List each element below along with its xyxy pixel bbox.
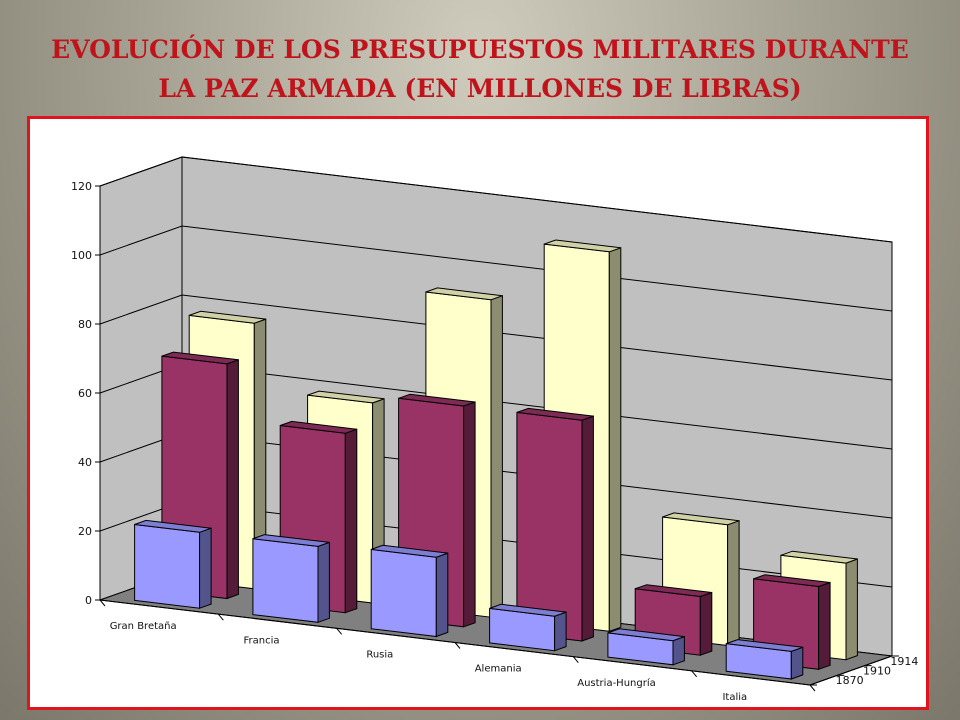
bar-1870-0 bbox=[134, 519, 212, 609]
bar-side bbox=[344, 428, 358, 614]
bar-chart-3d: 0 20 40 60 80 100 120 Gran Bretaña Francia Rusia… bbox=[71, 156, 919, 703]
bar-1870-5 bbox=[725, 639, 804, 680]
bar-side bbox=[672, 635, 685, 666]
bar-top bbox=[780, 550, 858, 564]
category-label: Alemania bbox=[475, 664, 522, 675]
series-label: 1914 bbox=[890, 655, 918, 668]
axes bbox=[95, 185, 899, 692]
x-tick bbox=[572, 656, 579, 663]
bar-side bbox=[608, 247, 622, 633]
bar-top bbox=[398, 393, 476, 407]
title-line-1: EVOLUCIÓN DE LOS PRESUPUESTOS MILITARES … bbox=[51, 35, 909, 64]
x-tick bbox=[454, 642, 461, 649]
bar-side bbox=[490, 294, 503, 618]
x-tick bbox=[336, 628, 343, 635]
bar-top bbox=[425, 287, 503, 301]
bars bbox=[134, 239, 858, 680]
gridline bbox=[99, 225, 893, 312]
y-tick-label: 120 bbox=[71, 180, 92, 193]
y-tick-label: 20 bbox=[78, 525, 92, 538]
category-label: Italia bbox=[722, 692, 747, 703]
bar-top bbox=[371, 544, 448, 558]
bar-top bbox=[607, 628, 685, 642]
bar-side bbox=[581, 415, 594, 642]
bar-top bbox=[635, 584, 712, 598]
bar-top bbox=[726, 639, 803, 652]
bar-front bbox=[370, 548, 437, 638]
bar-top bbox=[489, 603, 567, 617]
bar-1870-3 bbox=[489, 603, 567, 652]
gridline bbox=[99, 294, 893, 381]
y-tick-labels: 0 20 40 60 80 100 120 bbox=[71, 180, 92, 607]
category-label: Francia bbox=[243, 635, 279, 646]
bar-front bbox=[134, 523, 201, 609]
category-label: Gran Bretaña bbox=[110, 621, 177, 632]
gridline bbox=[99, 156, 893, 243]
bar-top bbox=[544, 239, 621, 253]
category-label: Rusia bbox=[366, 649, 393, 660]
bar-top bbox=[753, 574, 831, 588]
y-tick-label: 100 bbox=[71, 249, 92, 262]
x-tick bbox=[691, 670, 698, 678]
bar-side bbox=[435, 552, 449, 638]
y-tick-label: 60 bbox=[78, 387, 92, 400]
category-labels: Gran Bretaña Francia Rusia Alemania Austria-… bbox=[110, 621, 747, 703]
bar-side bbox=[727, 519, 740, 647]
x-tick bbox=[217, 613, 224, 621]
bar-side bbox=[699, 591, 713, 656]
bar-1870-4 bbox=[607, 628, 685, 666]
category-label: Austria-Hungría bbox=[577, 677, 656, 689]
bar-top bbox=[280, 420, 357, 434]
bar-side bbox=[199, 527, 212, 609]
slide-title: EVOLUCIÓN DE LOS PRESUPUESTOS MILITARES … bbox=[20, 30, 940, 108]
y-tick-label: 40 bbox=[78, 456, 92, 469]
bar-top bbox=[662, 512, 740, 526]
bar-top bbox=[134, 519, 212, 533]
series-label: 1910 bbox=[863, 665, 891, 678]
bar-side bbox=[317, 541, 330, 624]
bar-top bbox=[161, 351, 239, 365]
series-label: 1870 bbox=[836, 674, 864, 687]
bar-side bbox=[790, 646, 804, 680]
title-line-2: LA PAZ ARMADA (EN MILLONES DE LIBRAS) bbox=[158, 74, 802, 103]
y-tick-label: 0 bbox=[85, 594, 92, 607]
gridlines bbox=[99, 156, 893, 588]
bar-top bbox=[516, 407, 594, 421]
bar-side bbox=[463, 401, 476, 628]
bar-top bbox=[252, 534, 330, 547]
bar-top bbox=[189, 310, 266, 324]
bar-1870-1 bbox=[252, 534, 330, 624]
bar-top bbox=[307, 390, 385, 404]
bar-side bbox=[818, 581, 831, 671]
y-tick-label: 80 bbox=[78, 318, 92, 331]
bar-side bbox=[226, 359, 239, 600]
x-tick bbox=[99, 599, 106, 607]
bar-1870-2 bbox=[370, 544, 449, 638]
depth-axis bbox=[809, 655, 893, 686]
chart-frame: 0 20 40 60 80 100 120 Gran Bretaña Francia Rusia… bbox=[27, 116, 929, 710]
bar-side bbox=[845, 558, 858, 661]
bar-side bbox=[554, 611, 567, 652]
bar-1910-3 bbox=[516, 407, 594, 642]
bar-front bbox=[252, 538, 319, 623]
x-tick bbox=[809, 684, 816, 692]
bar-front bbox=[516, 411, 583, 642]
